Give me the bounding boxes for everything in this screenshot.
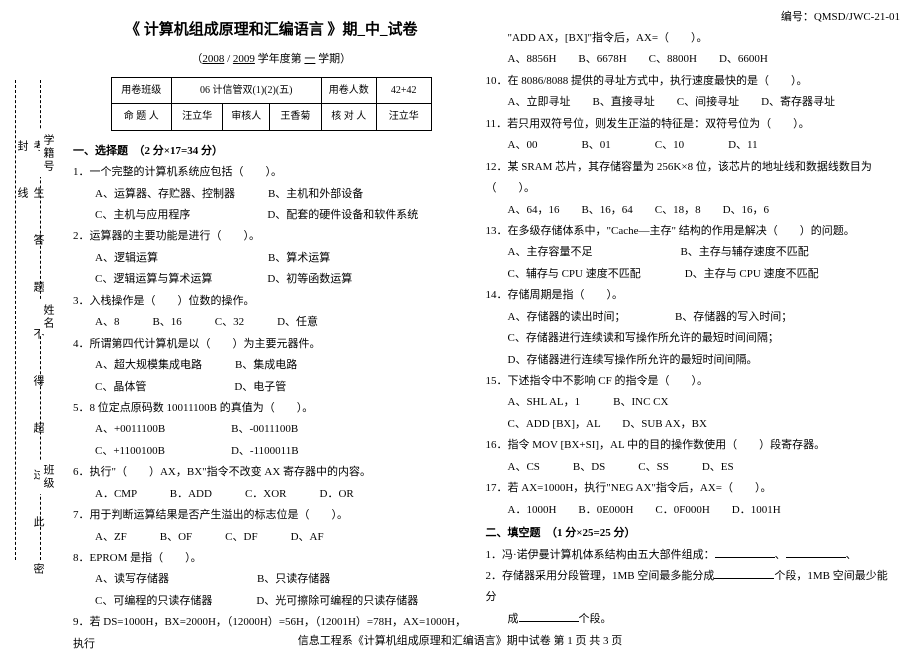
q15-opts-b: C、ADD [BX]，AL D、SUB AX，BX [508, 414, 893, 435]
t-r1c3: 用卷人数 [321, 77, 376, 104]
t-r2c2: 汪立华 [171, 104, 223, 131]
q9-cont: "ADD AX，[BX]"指令后，AX=（ ）。 [508, 28, 893, 49]
q14-opts-b: C、存储器进行连续读和写操作所允许的最短时间间隔； [508, 328, 893, 349]
q8-opts-b: C、可编程的只读存储器 D、光可擦除可编程的只读存储器 [95, 591, 470, 612]
q11-opts: A、00 B、01 C、10 D、11 [508, 135, 893, 156]
t-r1c1: 用卷班级 [111, 77, 171, 104]
section2-heading: 二、填空题 （1 分×25=25 分） [486, 523, 893, 544]
right-column: "ADD AX，[BX]"指令后，AX=（ ）。 A、8856H B、6678H… [478, 10, 901, 620]
q3: 3．入栈操作是（ ）位数的操作。 [73, 291, 470, 312]
t-r2c3: 审核人 [223, 104, 270, 131]
q10-opts: A、立即寻址 B、直接寻址 C、间接寻址 D、寄存器寻址 [508, 92, 893, 113]
st4: 学年度第 [255, 53, 305, 65]
q15: 15．下述指令中不影响 CF 的指令是（ ）。 [486, 371, 893, 392]
f2-line2: 成 个段。 [508, 609, 893, 630]
f1: 1．冯·诺伊曼计算机体系结构由五大部件组成： 、 、 [486, 545, 893, 566]
seal-line-text: 考 生 答 题 不 得 超 过 此 密 封 线 [14, 140, 46, 620]
f2c: 成 [508, 613, 519, 625]
q16: 16．指令 MOV [BX+SI]，AL 中的目的操作数使用（ ）段寄存器。 [486, 435, 893, 456]
q12-opts: A、64，16 B、16，64 C、18，8 D、16，6 [508, 200, 893, 221]
q4: 4．所谓第四代计算机是以（ ）为主要元器件。 [73, 334, 470, 355]
q9-opts: A、8856H B、6678H C、8800H D、6600H [508, 49, 893, 70]
q6-opts: A．CMP B．ADD C．XOR D．OR [95, 484, 470, 505]
f1b: 、 [775, 549, 786, 561]
q16-opts: A、CS B、DS C、SS D、ES [508, 457, 893, 478]
blank4 [519, 610, 579, 622]
f1a: 1．冯·诺伊曼计算机体系结构由五大部件组成： [486, 549, 715, 561]
st3: 2009 [233, 53, 255, 65]
blank2 [786, 546, 846, 558]
q14: 14．存储周期是指（ ）。 [486, 285, 893, 306]
q10: 10．在 8086/8088 提供的寻址方式中，执行速度最快的是（ ）。 [486, 71, 893, 92]
q14-opts-a: A、存储器的读出时间； B、存储器的写入时间； [508, 307, 893, 328]
f1c: 、 [846, 549, 857, 561]
exam-subtitle: （2008 / 2009 学年度第 一 学期） [73, 49, 470, 70]
q1: 1．一个完整的计算机系统应包括（ ）。 [73, 162, 470, 183]
t-r2c5: 核 对 人 [321, 104, 376, 131]
f2: 2．存储器采用分段管理，1MB 空间最多能分成个段，1MB 空间最少能分 [486, 566, 893, 609]
t-r2c4: 王香菊 [270, 104, 322, 131]
binding-sidebar: 考 生 答 题 不 得 超 过 此 密 封 线 班级 姓名 学籍号 [0, 0, 55, 620]
q3-opts: A、8 B、16 C、32 D、任意 [95, 312, 470, 333]
t-r2c6: 汪立华 [376, 104, 431, 131]
q17: 17．若 AX=1000H，执行"NEG AX"指令后，AX=（ ）。 [486, 478, 893, 499]
section1-heading: 一、选择题 （2 分×17=34 分） [73, 141, 470, 162]
st2: / [224, 53, 233, 65]
st6: 学期） [315, 53, 351, 65]
blank1 [715, 546, 775, 558]
q4-opts-a: A、超大规模集成电路 B、集成电路 [95, 355, 470, 376]
left-column: 《 计算机组成原理和汇编语言 》期_中_试卷 （2008 / 2009 学年度第… [55, 10, 478, 620]
q5-opts-b: C、+1100100B D、-1100011B [95, 441, 470, 462]
q11: 11．若只用双符号位，则发生正溢的特征是：双符号位为（ ）。 [486, 114, 893, 135]
q2: 2．运算器的主要功能是进行（ ）。 [73, 226, 470, 247]
exam-title: 《 计算机组成原理和汇编语言 》期_中_试卷 [73, 16, 470, 45]
q12: 12．某 SRAM 芯片，其存储容量为 256K×8 位，该芯片的地址线和数据线… [486, 157, 893, 178]
q13-opts-b: C、辅存与 CPU 速度不匹配 D、主存与 CPU 速度不匹配 [508, 264, 893, 285]
label-banji: 班级 [40, 460, 56, 494]
doc-code: 编号：QMSD/JWC-21-01 [781, 8, 900, 24]
blank3 [714, 567, 774, 579]
st1: 2008 [202, 53, 224, 65]
info-table: 用卷班级 06 计信管双(1)(2)(五) 用卷人数 42+42 命 题 人 汪… [111, 77, 432, 131]
q8: 8．EPROM 是指（ ）。 [73, 548, 470, 569]
q2-opts-a: A、逻辑运算 B、算术运算 [95, 248, 470, 269]
q8-opts-a: A、读写存储器 B、只读存储器 [95, 569, 470, 590]
q14-opts-c: D、存储器进行连续写操作所允许的最短时间间隔。 [508, 350, 893, 371]
q12-cont: （ ）。 [486, 178, 893, 199]
q15-opts-a: A、SHL AL，1 B、INC CX [508, 392, 893, 413]
page-body: 《 计算机组成原理和汇编语言 》期_中_试卷 （2008 / 2009 学年度第… [0, 0, 920, 620]
q6: 6．执行"（ ）AX，BX"指令不改变 AX 寄存器中的内容。 [73, 462, 470, 483]
q13: 13．在多级存储体系中，"Cache—主存" 结构的作用是解决（ ）的问题。 [486, 221, 893, 242]
page-footer: 信息工程系《计算机组成原理和汇编语言》期中试卷 第 1 页 共 3 页 [0, 632, 920, 648]
f2a: 2．存储器采用分段管理，1MB 空间最多能分成 [486, 570, 715, 582]
q2-opts-b: C、逻辑运算与算术运算 D、初等函数运算 [95, 269, 470, 290]
q7: 7．用于判断运算结果是否产生溢出的标志位是（ ）。 [73, 505, 470, 526]
t-r1c2: 06 计信管双(1)(2)(五) [171, 77, 321, 104]
q1-opts-b: C、主机与应用程序 D、配套的硬件设备和软件系统 [95, 205, 470, 226]
st5: 一 [304, 53, 315, 65]
q5-opts-a: A、+0011100B B、-0011100B [95, 419, 470, 440]
q4-opts-b: C、晶体管 D、电子管 [95, 377, 470, 398]
q5: 5．8 位定点原码数 10011100B 的真值为（ ）。 [73, 398, 470, 419]
t-r2c1: 命 题 人 [111, 104, 171, 131]
label-xingming: 姓名 [40, 300, 56, 334]
q7-opts: A、ZF B、OF C、DF D、AF [95, 527, 470, 548]
f2d: 个段。 [579, 613, 612, 625]
t-r1c4: 42+42 [376, 77, 431, 104]
q17-opts: A．1000H B．0E000H C．0F000H D．1001H [508, 500, 893, 521]
q13-opts-a: A、主存容量不足 B、主存与辅存速度不匹配 [508, 242, 893, 263]
label-xuejihao: 学籍号 [40, 130, 56, 177]
q1-opts-a: A、运算器、存贮器、控制器 B、主机和外部设备 [95, 184, 470, 205]
st0: （ [191, 53, 202, 65]
